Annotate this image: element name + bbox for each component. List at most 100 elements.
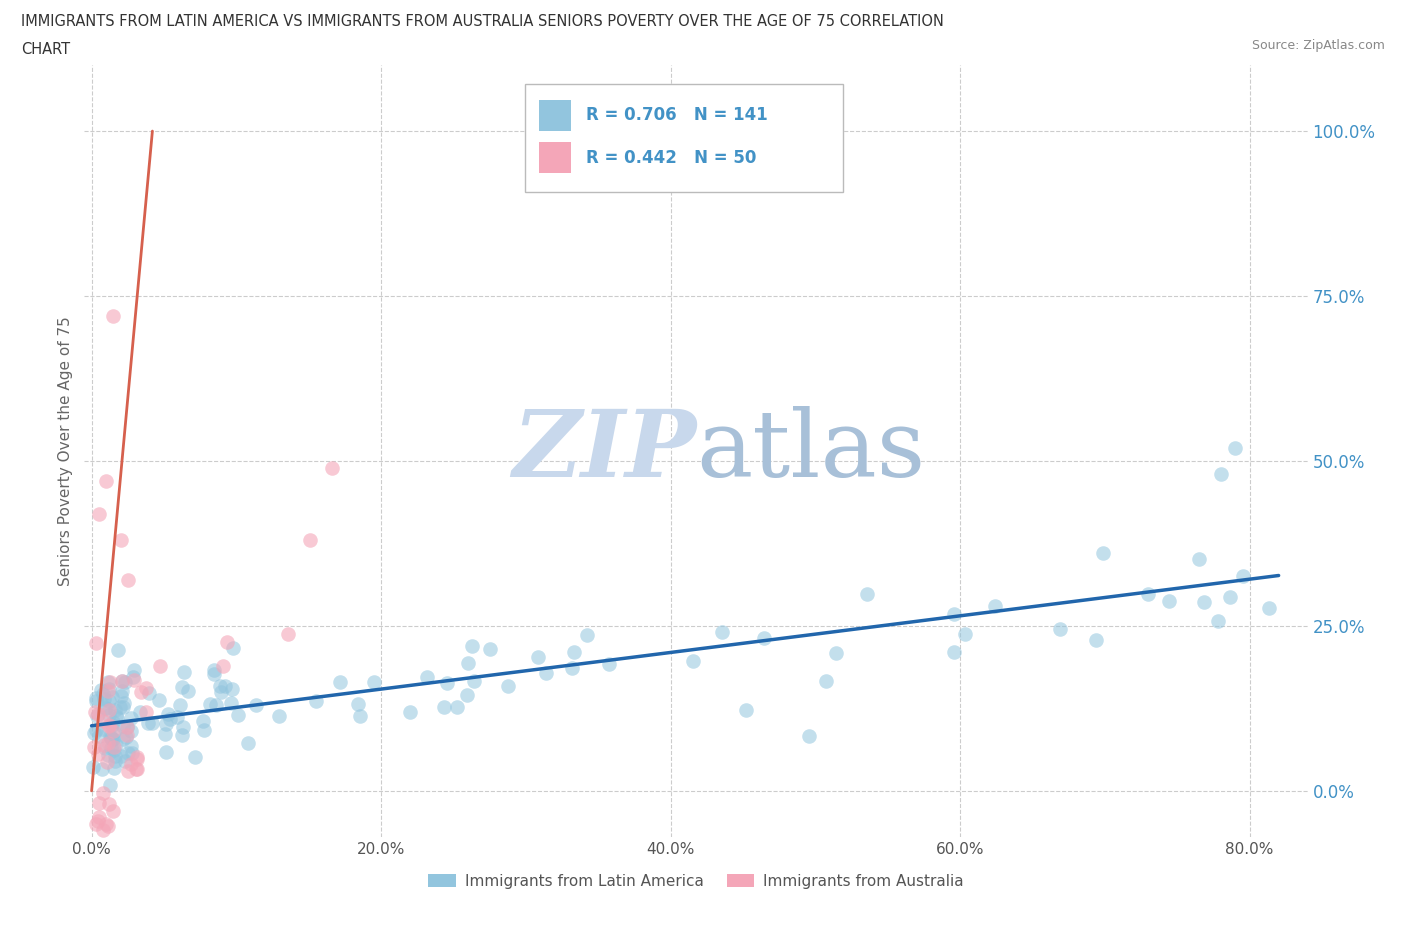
Immigrants from Latin America (117, 745, 139, 760)
Immigrants from Latin America (97, 748, 120, 763)
Immigrants from Latin America (100, 730, 122, 745)
Immigrants from Latin America (122, 670, 145, 684)
Immigrants from Latin America (155, 716, 177, 731)
Immigrants from Latin America (100, 740, 122, 755)
Immigrants from Australia (93, 714, 115, 729)
Immigrants from Latin America (682, 654, 704, 669)
Immigrants from Latin America (111, 684, 134, 698)
Immigrants from Latin America (87, 728, 110, 743)
Legend: Immigrants from Latin America, Immigrants from Australia: Immigrants from Latin America, Immigrant… (422, 868, 970, 895)
Immigrants from Latin America (228, 708, 250, 723)
Immigrants from Australia (149, 658, 172, 673)
Immigrants from Australia (87, 506, 110, 521)
Immigrants from Australia (87, 814, 110, 829)
Immigrants from Latin America (155, 745, 177, 760)
Immigrants from Latin America (114, 730, 136, 745)
Immigrants from Australia (96, 754, 118, 769)
Immigrants from Australia (97, 818, 120, 833)
Immigrants from Latin America (984, 599, 1007, 614)
Immigrants from Latin America (121, 746, 143, 761)
Immigrants from Latin America (148, 693, 170, 708)
Immigrants from Latin America (245, 698, 267, 712)
Immigrants from Australia (103, 804, 125, 818)
Immigrants from Latin America (1232, 568, 1254, 583)
Immigrants from Latin America (576, 628, 599, 643)
Immigrants from Latin America (1209, 467, 1232, 482)
Immigrants from Latin America (942, 644, 965, 659)
Immigrants from Latin America (138, 685, 160, 700)
Immigrants from Latin America (457, 655, 479, 670)
Immigrants from Latin America (598, 657, 620, 671)
Immigrants from Latin America (363, 674, 385, 689)
Immigrants from Australia (135, 705, 157, 720)
Immigrants from Latin America (814, 673, 837, 688)
Immigrants from Australia (84, 636, 107, 651)
Immigrants from Latin America (825, 645, 848, 660)
Immigrants from Latin America (97, 694, 120, 709)
Immigrants from Latin America (527, 650, 550, 665)
Text: atlas: atlas (696, 406, 925, 496)
Immigrants from Latin America (169, 698, 191, 712)
Immigrants from Latin America (122, 662, 145, 677)
Immigrants from Australia (117, 727, 139, 742)
Immigrants from Australia (98, 797, 121, 812)
Immigrants from Latin America (214, 679, 236, 694)
Immigrants from Latin America (184, 750, 207, 764)
Immigrants from Australia (215, 635, 238, 650)
Immigrants from Latin America (347, 697, 370, 711)
Immigrants from Latin America (209, 684, 232, 699)
Immigrants from Australia (91, 823, 114, 838)
Immigrants from Australia (87, 796, 110, 811)
Immigrants from Latin America (1091, 546, 1114, 561)
Immigrants from Australia (84, 817, 107, 831)
Immigrants from Latin America (101, 717, 124, 732)
Immigrants from Latin America (416, 670, 439, 684)
Immigrants from Australia (101, 724, 124, 738)
Immigrants from Latin America (114, 675, 136, 690)
Immigrants from Latin America (115, 720, 138, 735)
Immigrants from Latin America (105, 737, 128, 752)
Immigrants from Latin America (83, 725, 105, 740)
Immigrants from Latin America (84, 691, 107, 706)
Immigrants from Latin America (754, 631, 776, 645)
Immigrants from Australia (125, 762, 148, 777)
Immigrants from Latin America (100, 777, 122, 792)
Immigrants from Latin America (156, 707, 179, 722)
Immigrants from Latin America (460, 639, 482, 654)
Immigrants from Australia (135, 681, 157, 696)
Immigrants from Australia (87, 810, 110, 825)
Immigrants from Latin America (91, 722, 114, 737)
Immigrants from Latin America (104, 702, 127, 717)
Bar (540, 142, 571, 173)
FancyBboxPatch shape (524, 85, 842, 193)
Immigrants from Australia (127, 750, 149, 764)
Immigrants from Latin America (93, 700, 115, 715)
Immigrants from Latin America (105, 711, 128, 725)
Immigrants from Latin America (710, 624, 733, 639)
Immigrants from Latin America (1084, 633, 1107, 648)
Immigrants from Latin America (82, 760, 104, 775)
Immigrants from Latin America (942, 606, 965, 621)
Immigrants from Latin America (1136, 587, 1159, 602)
Immigrants from Australia (91, 786, 114, 801)
Immigrants from Australia (129, 685, 152, 700)
Immigrants from Latin America (112, 719, 135, 734)
Immigrants from Australia (98, 702, 121, 717)
Immigrants from Latin America (305, 694, 328, 709)
Immigrants from Latin America (84, 723, 107, 737)
Immigrants from Latin America (221, 682, 243, 697)
Immigrants from Latin America (97, 674, 120, 689)
Immigrants from Latin America (222, 640, 245, 655)
Immigrants from Latin America (236, 736, 259, 751)
Immigrants from Latin America (155, 726, 177, 741)
Immigrants from Latin America (114, 753, 136, 768)
Immigrants from Latin America (953, 626, 976, 641)
Immigrants from Australia (321, 460, 343, 475)
Immigrants from Latin America (98, 708, 121, 723)
Immigrants from Australia (122, 672, 145, 687)
Immigrants from Latin America (436, 675, 458, 690)
Immigrants from Latin America (101, 731, 124, 746)
Immigrants from Latin America (463, 673, 485, 688)
Immigrants from Latin America (734, 703, 756, 718)
Immigrants from Australia (84, 704, 107, 719)
